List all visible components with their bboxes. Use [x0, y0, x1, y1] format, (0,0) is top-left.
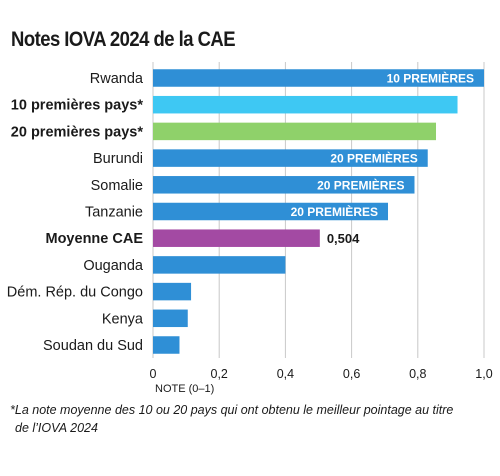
bar-data-label: 20 PREMIÈRES	[317, 177, 404, 192]
category-label: Moyenne CAE	[46, 231, 144, 247]
bar	[153, 122, 437, 141]
chart-title: Notes IOVA 2024 de la CAE	[11, 28, 236, 51]
category-label: Somalie	[91, 178, 143, 194]
category-label: Dém. Rép. du Congo	[7, 285, 143, 301]
bar-data-label: 20 PREMIÈRES	[291, 204, 378, 219]
bar	[153, 95, 458, 114]
x-tick-label: 0,6	[343, 367, 360, 381]
bar	[153, 282, 192, 301]
x-tick-label: 0,2	[211, 367, 228, 381]
category-label: Rwanda	[90, 71, 144, 87]
bar	[153, 176, 415, 194]
category-label: Kenya	[102, 311, 144, 327]
category-label: 10 premières pays*	[11, 98, 144, 114]
bar	[153, 69, 484, 87]
category-label: Soudan du Sud	[43, 338, 143, 354]
category-label: Ouganda	[83, 258, 144, 274]
x-tick-label: 0,4	[277, 367, 294, 381]
bar	[153, 149, 428, 167]
footnote-line-1: *La note moyenne des 10 ou 20 pays qui o…	[10, 403, 454, 417]
bar	[153, 336, 180, 354]
x-tick-label: 0	[150, 367, 157, 381]
category-label: Burundi	[93, 151, 143, 167]
footnote: *La note moyenne des 10 ou 20 pays qui o…	[10, 401, 490, 437]
bar-value-label: 0,504	[327, 231, 360, 246]
x-axis-label: NOTE (0–1)	[155, 383, 214, 395]
bar	[153, 256, 286, 274]
bar-data-label: 10 PREMIÈRES	[387, 71, 474, 86]
bar-chart: 0 0,2 0,4 0,6 0,8 1,0 NOTE (0–1) Rwanda 10 PREMI…	[7, 62, 493, 395]
x-tick-label: 1,0	[475, 367, 492, 381]
footnote-line-2: de l’IOVA 2024	[15, 421, 98, 435]
category-label: Tanzanie	[85, 205, 143, 221]
category-label: 20 premières pays*	[11, 124, 144, 140]
bar	[153, 202, 389, 221]
bar-data-label: 20 PREMIÈRES	[330, 151, 417, 166]
bar	[153, 229, 320, 247]
x-tick-label: 0,8	[409, 367, 426, 381]
bar	[153, 309, 188, 328]
